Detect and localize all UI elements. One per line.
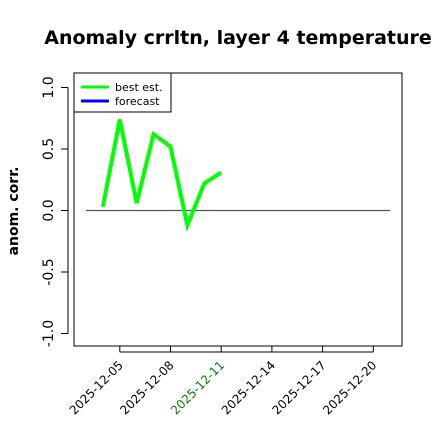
x-tick-label: 2025-12-20 — [320, 358, 379, 417]
series-layer — [86, 119, 391, 233]
y-tick-label: -0.5 — [41, 258, 57, 285]
y-axis-label: anom. corr. — [6, 167, 22, 256]
legend-label-forecast: forecast — [115, 95, 160, 108]
x-axis: 2025-12-052025-12-082025-12-112025-12-14… — [67, 346, 379, 417]
plot-frame — [73, 72, 403, 347]
y-tick-label: -1.0 — [41, 320, 57, 347]
series-line-0 — [100, 119, 223, 233]
y-tick-label: 0.0 — [41, 199, 57, 221]
y-tick-label: 1.0 — [41, 76, 57, 98]
legend-label-best-est: best est. — [115, 81, 163, 94]
y-axis: -1.0 -0.5 0.0 0.5 1.0 — [41, 76, 69, 347]
legend: best est. forecast — [73, 72, 172, 113]
y-tick-label: 0.5 — [41, 138, 57, 160]
chart-title: Anomaly crrltn, layer 4 temperature — [44, 27, 432, 49]
legend-box — [73, 72, 172, 113]
